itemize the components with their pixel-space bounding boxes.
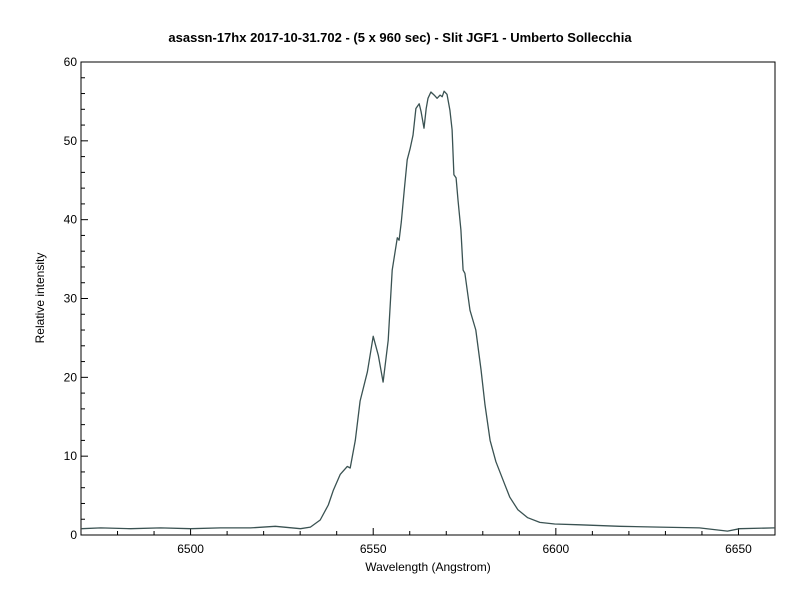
chart-title: asassn-17hx 2017-10-31.702 - (5 x 960 se…	[168, 30, 632, 45]
y-tick-label: 30	[64, 292, 78, 306]
x-tick-label: 6550	[360, 542, 387, 556]
plot-frame	[80, 61, 776, 536]
y-tick-label: 0	[70, 528, 77, 542]
spectrum-line	[81, 90, 775, 532]
y-tick-label: 10	[64, 449, 78, 463]
y-tick-label: 60	[64, 55, 78, 69]
y-tick-label: 20	[64, 370, 78, 384]
y-tick-label: 50	[64, 134, 78, 148]
x-tick-label: 6650	[725, 542, 752, 556]
y-axis: 0 10 20 30 40 50 60	[64, 55, 88, 542]
x-axis-label: Wavelength (Angstrom)	[365, 560, 491, 574]
x-tick-label: 6500	[177, 542, 204, 556]
y-tick-label: 40	[64, 213, 78, 227]
x-tick-label: 6600	[542, 542, 569, 556]
y-axis-label: Relative intensity	[33, 252, 47, 344]
x-axis: 6500 6550 6600 6650	[80, 528, 776, 556]
